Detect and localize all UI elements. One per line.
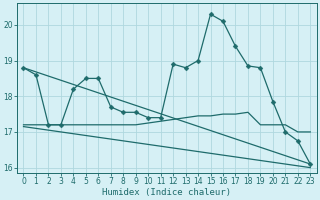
X-axis label: Humidex (Indice chaleur): Humidex (Indice chaleur) <box>102 188 231 197</box>
